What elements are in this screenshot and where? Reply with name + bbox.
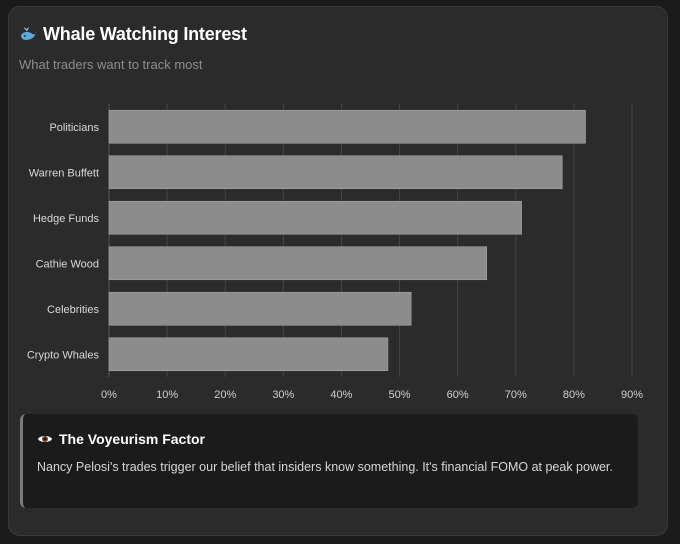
x-tick-label: 20% bbox=[214, 389, 236, 401]
x-axis-ticks: 0% 10% 20% 30% 40% 50% 60% 70% 80% 90% bbox=[101, 389, 643, 401]
callout-title: The Voyeurism Factor bbox=[59, 431, 206, 447]
bar[interactable] bbox=[108, 200, 522, 235]
category-label: Cathie Wood bbox=[36, 258, 99, 270]
bar[interactable] bbox=[108, 246, 488, 281]
x-tick-label: 30% bbox=[272, 389, 294, 401]
header: Whale Watching Interest bbox=[19, 24, 247, 45]
grid-lines bbox=[108, 104, 633, 377]
chart-subtitle: What traders want to track most bbox=[19, 57, 203, 72]
insight-callout: The Voyeurism Factor Nancy Pelosi's trad… bbox=[20, 414, 638, 508]
bar[interactable] bbox=[108, 337, 389, 372]
category-labels: Politicians Warren Buffett Hedge Funds Cath… bbox=[27, 122, 100, 362]
x-tick-label: 10% bbox=[156, 389, 178, 401]
x-tick-label: 50% bbox=[389, 389, 411, 401]
chart-title: Whale Watching Interest bbox=[43, 24, 247, 44]
category-label: Politicians bbox=[49, 122, 99, 134]
x-tick-label: 0% bbox=[101, 389, 117, 401]
x-tick-label: 60% bbox=[447, 389, 469, 401]
bars bbox=[108, 109, 586, 372]
category-label: Crypto Whales bbox=[27, 349, 100, 361]
x-tick-label: 90% bbox=[621, 389, 643, 401]
bar[interactable] bbox=[108, 109, 586, 144]
x-tick-label: 80% bbox=[563, 389, 585, 401]
whale-icon bbox=[19, 26, 37, 44]
bar[interactable] bbox=[108, 291, 412, 326]
category-label: Hedge Funds bbox=[33, 213, 100, 225]
x-tick-label: 40% bbox=[330, 389, 352, 401]
category-label: Warren Buffett bbox=[29, 167, 99, 179]
bar-chart: Politicians Warren Buffett Hedge Funds Cath… bbox=[27, 104, 643, 401]
x-tick-label: 70% bbox=[505, 389, 527, 401]
category-label: Celebrities bbox=[47, 304, 99, 316]
bar[interactable] bbox=[108, 155, 563, 190]
callout-body: Nancy Pelosi's trades trigger our belief… bbox=[37, 460, 613, 474]
callout-header: The Voyeurism Factor bbox=[37, 431, 205, 447]
eye-icon bbox=[37, 431, 53, 447]
